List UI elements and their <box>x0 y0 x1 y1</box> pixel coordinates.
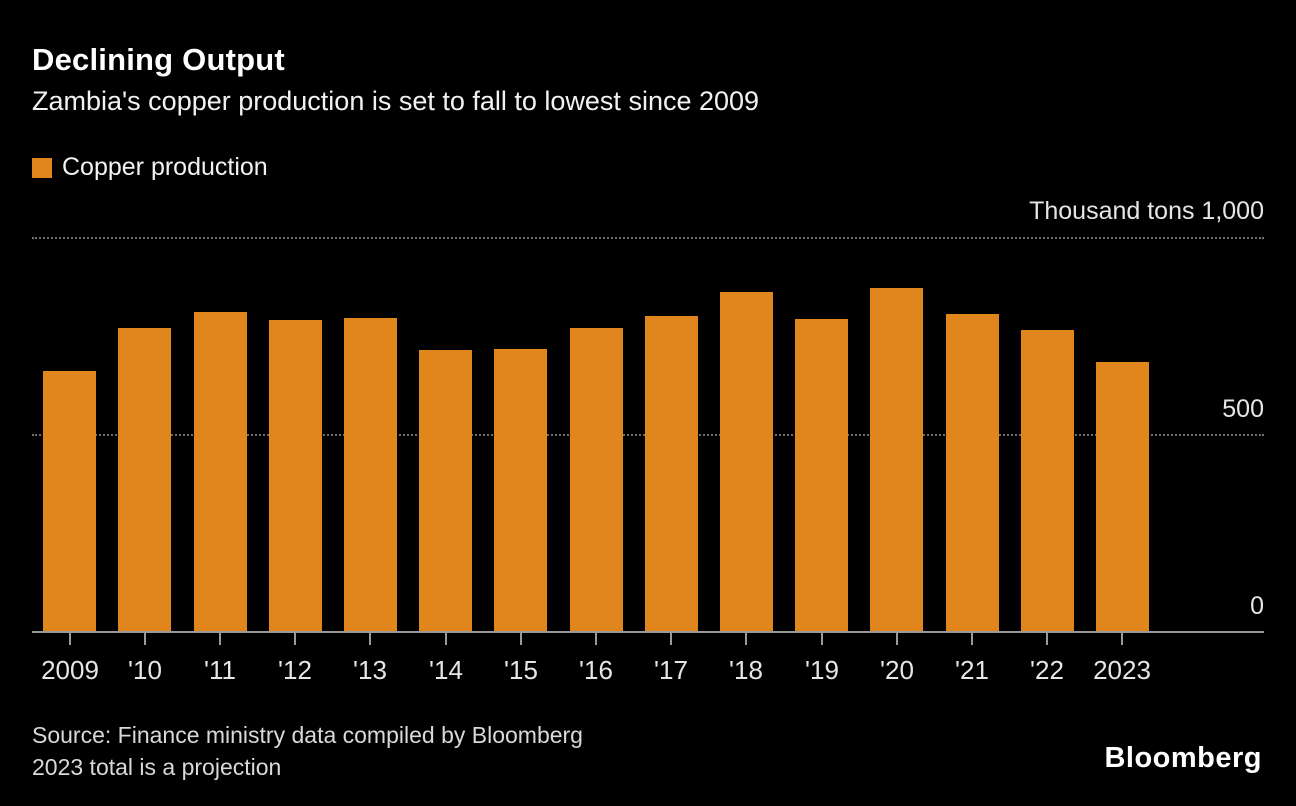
legend: Copper production <box>32 153 268 182</box>
bar-2023 <box>1096 362 1149 631</box>
x-axis-label-20: '20 <box>880 655 914 685</box>
x-axis-label-17: '17 <box>654 655 688 685</box>
bar-19 <box>795 319 848 631</box>
y-axis-label-500: 500 <box>1222 395 1264 423</box>
x-axis-tick <box>369 633 371 645</box>
x-axis-tick <box>520 633 522 645</box>
x-axis-label-14: '14 <box>429 655 463 685</box>
x-axis-tick <box>294 633 296 645</box>
x-axis-label-22: '22 <box>1030 655 1064 685</box>
source-note: 2023 total is a projection <box>32 754 282 780</box>
x-axis-label-15: '15 <box>504 655 538 685</box>
bar-13 <box>344 318 397 631</box>
bar-11 <box>194 312 247 631</box>
x-axis-tick <box>595 633 597 645</box>
bar-21 <box>946 314 999 631</box>
x-axis-label-2023: 2023 <box>1093 655 1151 685</box>
bar-2009 <box>43 371 96 631</box>
x-axis-tick <box>896 633 898 645</box>
x-axis-label-10: '10 <box>128 655 162 685</box>
x-axis-label-18: '18 <box>729 655 763 685</box>
bar-15 <box>494 349 547 631</box>
x-axis-tick <box>1121 633 1123 645</box>
x-axis-label-19: '19 <box>805 655 839 685</box>
legend-label: Copper production <box>62 153 268 181</box>
bar-18 <box>720 292 773 631</box>
bar-16 <box>570 328 623 631</box>
bloomberg-logo: Bloomberg <box>1104 742 1262 774</box>
legend-swatch-icon <box>32 157 52 178</box>
x-axis-label-21: '21 <box>955 655 989 685</box>
x-axis-label-12: '12 <box>278 655 312 685</box>
gridline-1000 <box>32 237 1264 239</box>
x-axis-tick <box>821 633 823 645</box>
bar-10 <box>118 328 171 631</box>
x-axis-label-16: '16 <box>579 655 613 685</box>
x-axis-tick <box>445 633 447 645</box>
bar-22 <box>1021 330 1074 631</box>
x-axis-tick <box>1046 633 1048 645</box>
x-axis-tick <box>745 633 747 645</box>
x-axis-tick <box>670 633 672 645</box>
source-text: Source: Finance ministry data compiled b… <box>32 722 583 748</box>
y-axis-label-1000: Thousand tons 1,000 <box>1029 197 1264 225</box>
x-axis-baseline <box>32 631 1264 633</box>
bar-12 <box>269 320 322 631</box>
x-axis-label-13: '13 <box>353 655 387 685</box>
x-axis-label-11: '11 <box>204 655 236 685</box>
x-axis-tick <box>69 633 71 645</box>
bar-17 <box>645 316 698 631</box>
y-axis-label-0: 0 <box>1250 592 1264 620</box>
x-axis-tick <box>971 633 973 645</box>
bar-20 <box>870 288 923 631</box>
chart-subtitle: Zambia's copper production is set to fal… <box>32 86 760 116</box>
chart-title: Declining Output <box>32 42 285 77</box>
bar-14 <box>419 350 472 631</box>
x-axis-tick <box>144 633 146 645</box>
x-axis-label-2009: 2009 <box>41 655 99 685</box>
x-axis-tick <box>219 633 221 645</box>
